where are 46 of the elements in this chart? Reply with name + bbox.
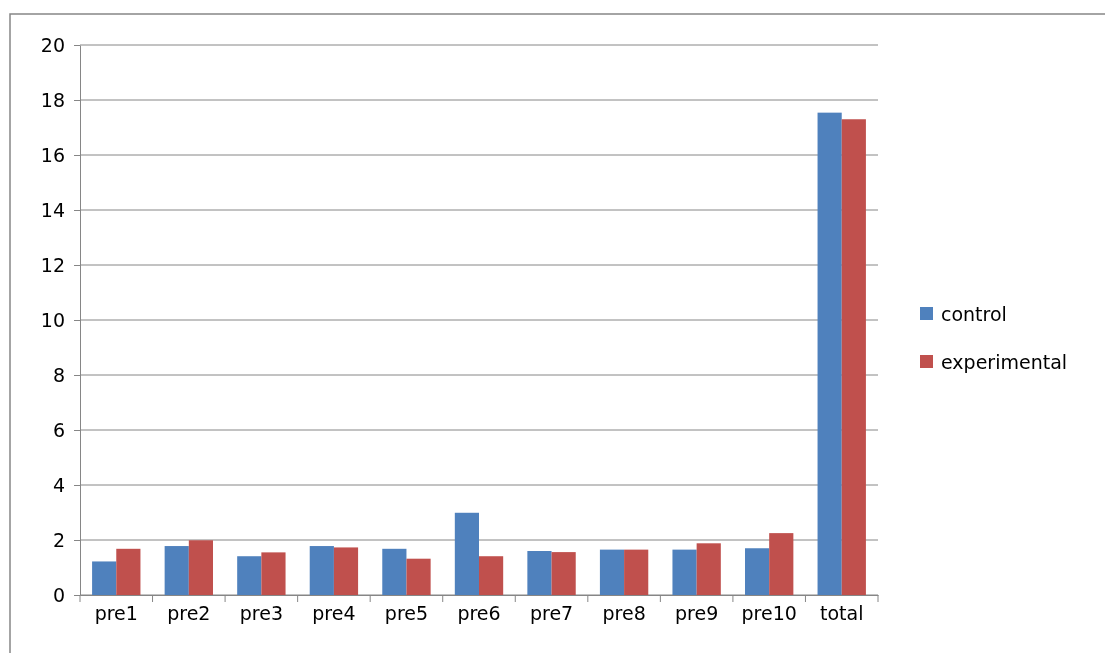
- bar: [817, 112, 842, 595]
- y-tick-label: 8: [52, 363, 65, 386]
- bar: [745, 548, 770, 595]
- y-tick-label: 10: [40, 308, 65, 331]
- y-tick-label: 18: [40, 88, 65, 111]
- x-tick-label: pre8: [602, 602, 646, 624]
- x-tick-label: pre5: [384, 602, 429, 624]
- y-tick-label: 4: [52, 473, 65, 496]
- bar: [672, 549, 697, 595]
- bar: [841, 119, 866, 595]
- x-tick-label: pre4: [312, 602, 356, 624]
- y-tick-label: 14: [40, 198, 65, 221]
- x-tick-label: pre10: [741, 602, 797, 624]
- y-tick-label: 6: [52, 418, 65, 441]
- bar: [406, 558, 431, 595]
- bar: [479, 556, 504, 595]
- y-tick-label: 12: [40, 253, 65, 276]
- x-tick-label: total: [820, 602, 864, 624]
- bar: [454, 512, 479, 595]
- bar: [261, 552, 286, 595]
- x-tick-label: pre1: [94, 602, 138, 624]
- bar: [92, 561, 117, 595]
- bar: [527, 551, 552, 595]
- bar: [769, 533, 794, 595]
- y-tick-label: 2: [52, 528, 65, 551]
- bar: [309, 546, 334, 595]
- bar: [333, 547, 359, 595]
- bar: [164, 546, 189, 595]
- x-tick-label: pre7: [529, 602, 574, 624]
- x-tick-label: pre6: [457, 602, 501, 624]
- x-tick-label: pre9: [675, 602, 719, 624]
- bar: [599, 549, 625, 595]
- y-tick-label: 20: [40, 33, 65, 56]
- x-tick-label: pre2: [167, 602, 211, 624]
- y-tick-label: 0: [52, 583, 65, 606]
- bar: [551, 552, 576, 595]
- legend-label: control: [941, 303, 1007, 325]
- x-tick-label: pre3: [239, 602, 283, 624]
- bar: [382, 548, 407, 595]
- legend-label: experimental: [941, 351, 1068, 373]
- y-tick-label: 16: [40, 143, 65, 166]
- bar: [624, 549, 649, 595]
- bar: [116, 548, 141, 595]
- bar: [188, 540, 213, 595]
- bar: [237, 556, 262, 595]
- bar: [696, 543, 721, 595]
